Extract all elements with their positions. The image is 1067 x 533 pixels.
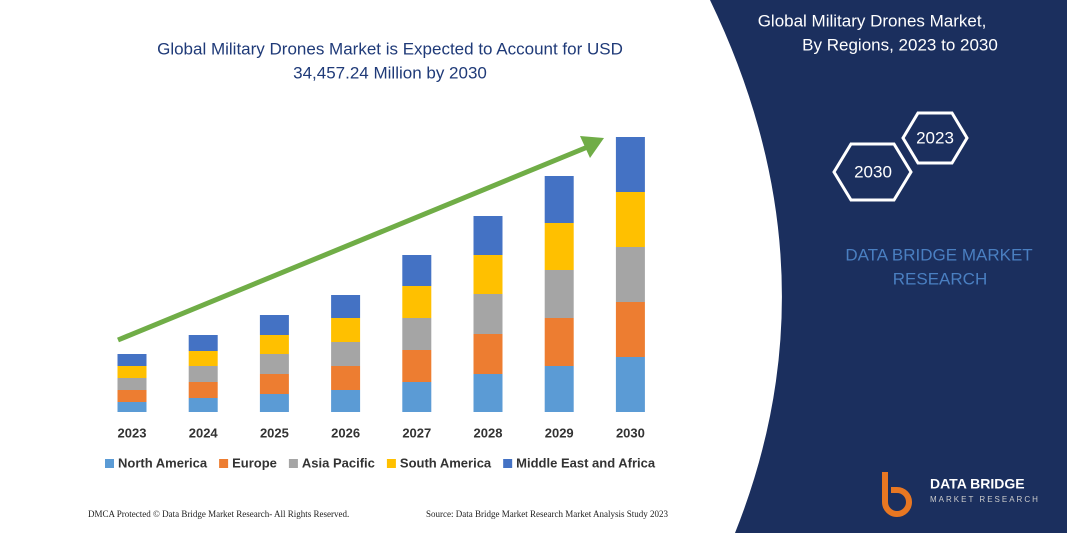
bar-segment bbox=[117, 378, 147, 390]
bar-segment bbox=[188, 398, 218, 412]
bar-segment bbox=[331, 295, 361, 318]
bar-segment bbox=[473, 374, 503, 412]
bar-segment bbox=[473, 334, 503, 374]
bar-segment bbox=[259, 335, 289, 354]
hexagon-label: 2030 bbox=[854, 162, 892, 181]
legend-swatch bbox=[105, 459, 114, 468]
brand-text: DATA BRIDGE MARKET bbox=[845, 245, 1032, 264]
bar-segment bbox=[402, 255, 432, 286]
brand-text: RESEARCH bbox=[893, 269, 987, 288]
chart-title: Global Military Drones Market is Expecte… bbox=[157, 39, 623, 58]
bar-segment bbox=[544, 223, 574, 270]
bar-segment bbox=[544, 270, 574, 318]
footer-text: DMCA Protected © Data Bridge Market Rese… bbox=[88, 509, 349, 519]
trend-arrow bbox=[117, 143, 591, 343]
x-tick-label: 2028 bbox=[474, 425, 503, 440]
bar-segment bbox=[615, 247, 645, 302]
bar-segment bbox=[615, 357, 645, 412]
bar-segment bbox=[544, 366, 574, 412]
bar-segment bbox=[117, 366, 147, 378]
bar-segment bbox=[188, 366, 218, 382]
bar-segment bbox=[402, 318, 432, 350]
legend-swatch bbox=[288, 459, 298, 468]
side-panel bbox=[710, 0, 1067, 533]
x-tick-label: 2024 bbox=[189, 425, 219, 440]
hexagon-label: 2023 bbox=[916, 128, 954, 147]
logo-tagline: MARKET RESEARCH bbox=[930, 495, 1040, 504]
legend-swatch bbox=[503, 459, 513, 468]
legend-label: Middle East and Africa bbox=[516, 455, 656, 470]
bar-segment bbox=[473, 216, 503, 255]
x-tick-label: 2027 bbox=[402, 425, 431, 440]
legend-label: North America bbox=[118, 455, 208, 470]
arrow-head bbox=[580, 136, 604, 158]
chart-title: 34,457.24 Million by 2030 bbox=[293, 63, 487, 82]
bar-segment bbox=[402, 350, 432, 382]
bar-segment bbox=[188, 382, 218, 398]
bar-segment bbox=[259, 374, 289, 394]
footer-text: Source: Data Bridge Market Research Mark… bbox=[426, 509, 668, 519]
legend-label: South America bbox=[400, 455, 492, 470]
hexagon bbox=[832, 142, 913, 202]
bar-segment bbox=[331, 342, 361, 366]
bar-segment bbox=[615, 137, 645, 192]
bar-segment bbox=[331, 390, 361, 412]
legend-swatch bbox=[386, 459, 396, 468]
bar-segment bbox=[402, 382, 432, 412]
bar-segment bbox=[544, 318, 574, 366]
bar-segment bbox=[473, 294, 503, 334]
panel-title: Global Military Drones Market, bbox=[758, 11, 987, 30]
bar-segment bbox=[188, 351, 218, 366]
bar-segment bbox=[615, 302, 645, 357]
bar-segment bbox=[402, 286, 432, 318]
bar-segment bbox=[473, 255, 503, 294]
hexagon bbox=[901, 111, 969, 165]
logo-icon bbox=[882, 472, 912, 517]
bar-segment bbox=[259, 394, 289, 412]
bar-segment bbox=[331, 318, 361, 342]
x-tick-label: 2029 bbox=[545, 425, 574, 440]
x-tick-label: 2030 bbox=[616, 425, 645, 440]
x-tick-label: 2025 bbox=[260, 425, 289, 440]
legend-label: Europe bbox=[232, 455, 277, 470]
panel-title: By Regions, 2023 to 2030 bbox=[802, 35, 998, 54]
bar-segment bbox=[117, 402, 147, 412]
bar-segment bbox=[331, 366, 361, 390]
bar-segment bbox=[117, 354, 147, 366]
logo-name: DATA BRIDGE bbox=[930, 476, 1025, 492]
bar-segment bbox=[259, 354, 289, 374]
bar-segment bbox=[188, 335, 218, 351]
x-tick-label: 2026 bbox=[331, 425, 360, 440]
bar-segment bbox=[259, 315, 289, 335]
bar-segment bbox=[615, 192, 645, 247]
x-tick-label: 2023 bbox=[118, 425, 147, 440]
legend-swatch bbox=[219, 459, 229, 468]
bar-segment bbox=[117, 390, 147, 402]
legend-label: Asia Pacific bbox=[302, 455, 375, 470]
bar-segment bbox=[544, 176, 574, 223]
